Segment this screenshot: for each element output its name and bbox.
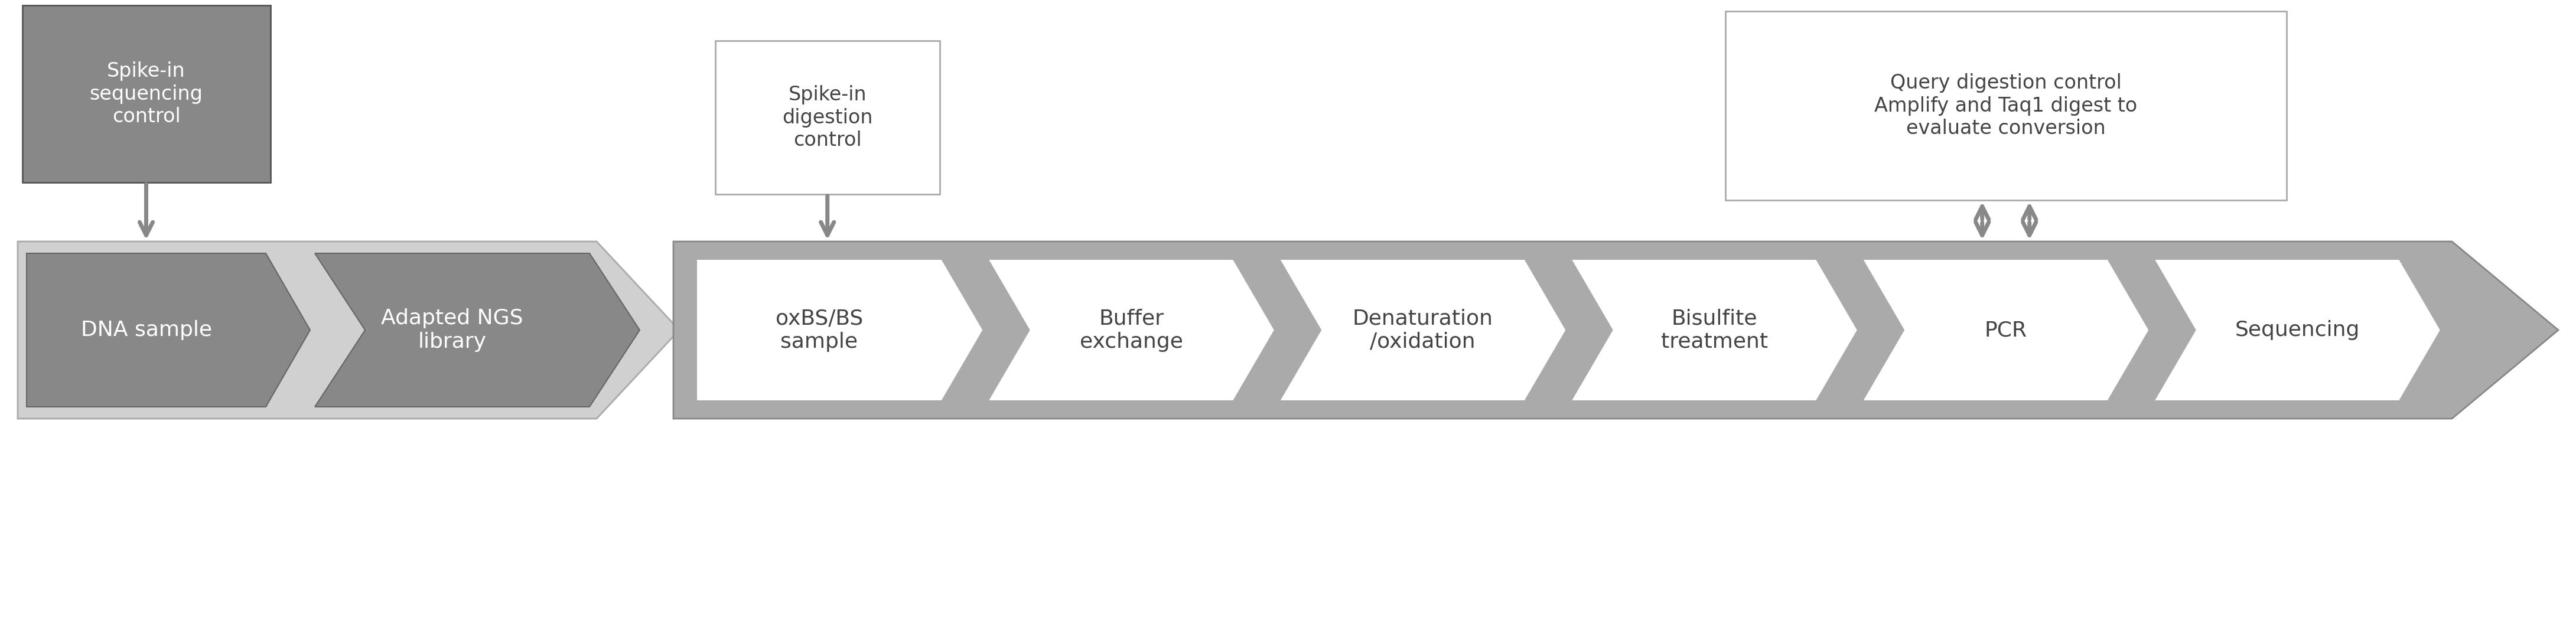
Polygon shape <box>18 242 680 419</box>
FancyBboxPatch shape <box>1726 11 2287 200</box>
Polygon shape <box>1571 259 1857 401</box>
Text: Buffer
exchange: Buffer exchange <box>1079 309 1182 352</box>
Text: Spike-in
sequencing
control: Spike-in sequencing control <box>90 62 204 126</box>
Polygon shape <box>314 253 639 407</box>
Text: oxBS/BS
sample: oxBS/BS sample <box>775 309 863 352</box>
Text: Spike-in
digestion
control: Spike-in digestion control <box>783 86 873 150</box>
Polygon shape <box>672 242 2558 419</box>
Polygon shape <box>989 259 1275 401</box>
Text: DNA sample: DNA sample <box>80 320 211 340</box>
Polygon shape <box>1280 259 1566 401</box>
Polygon shape <box>696 259 984 401</box>
Text: Query digestion control
Amplify and Taq1 digest to
evaluate conversion: Query digestion control Amplify and Taq1… <box>1875 73 2138 138</box>
Polygon shape <box>2154 259 2439 401</box>
Text: Bisulfite
treatment: Bisulfite treatment <box>1662 309 1767 352</box>
Polygon shape <box>1862 259 2148 401</box>
FancyBboxPatch shape <box>716 41 940 194</box>
Text: Sequencing: Sequencing <box>2236 320 2360 340</box>
Polygon shape <box>26 253 309 407</box>
Text: Adapted NGS
library: Adapted NGS library <box>381 309 523 352</box>
FancyBboxPatch shape <box>23 5 270 183</box>
Text: PCR: PCR <box>1984 320 2027 340</box>
Text: Denaturation
/oxidation: Denaturation /oxidation <box>1352 309 1494 352</box>
